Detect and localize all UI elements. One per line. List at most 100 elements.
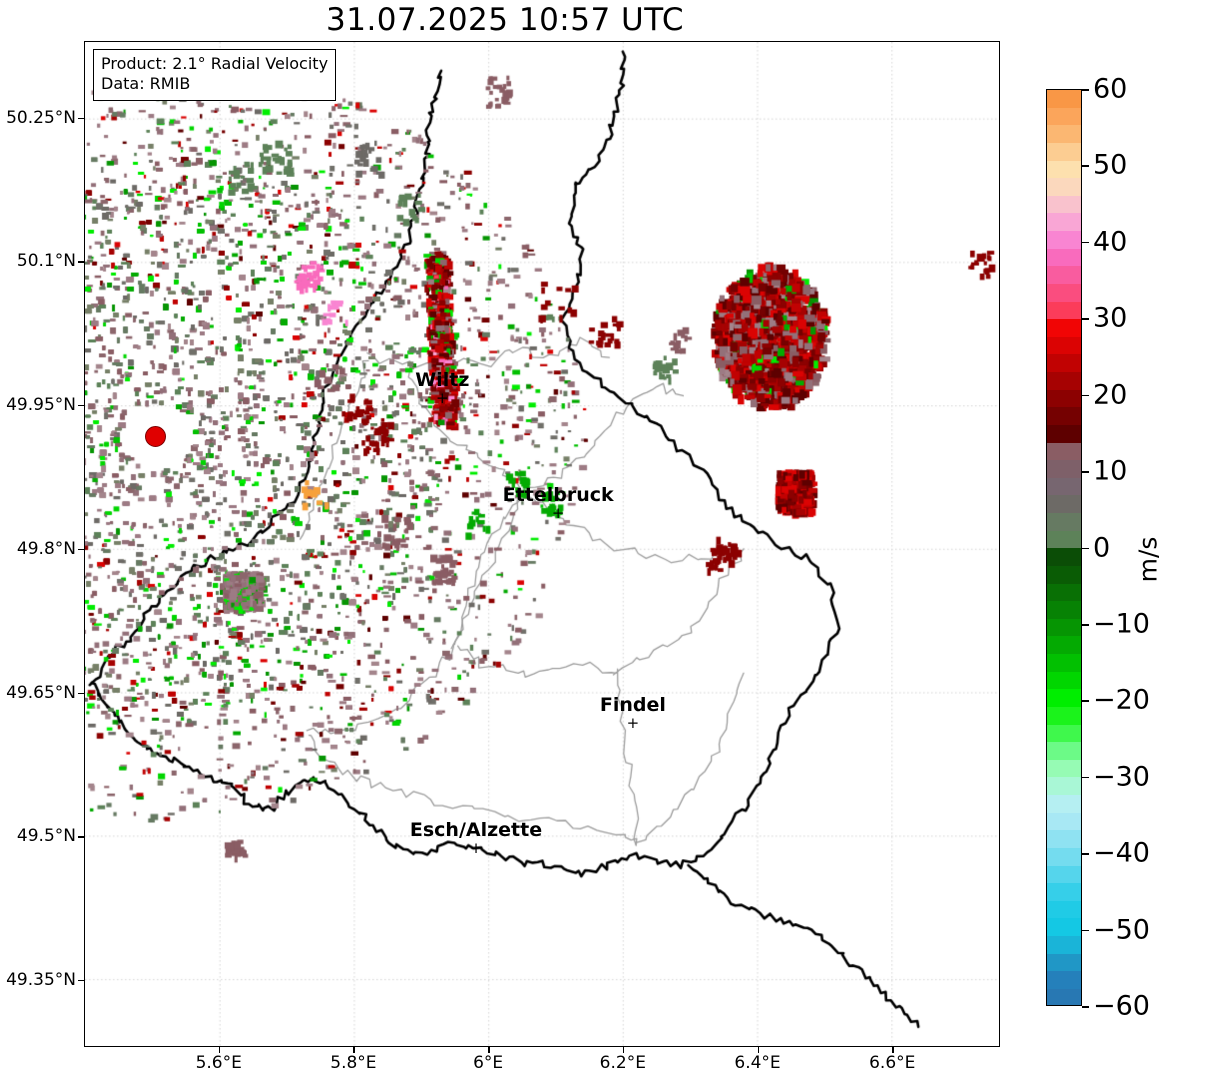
colorbar-band <box>1047 372 1081 390</box>
colorbar-band <box>1047 301 1081 320</box>
colorbar-band <box>1047 513 1081 531</box>
colorbar-band <box>1047 142 1081 161</box>
data-source-line: Data: RMIB <box>101 74 191 94</box>
x-axis-tick-label: 5.8°E <box>330 1053 377 1073</box>
y-axis-tick-label: 49.8°N <box>16 538 76 559</box>
colorbar-band <box>1047 706 1081 725</box>
colorbar-band <box>1047 795 1081 813</box>
colorbar-band <box>1047 830 1081 848</box>
product-info-box: Product: 2.1° Radial Velocity Data: RMIB <box>93 49 337 101</box>
colorbar-tick-label: −30 <box>1093 761 1150 793</box>
colorbar-tick-label: 60 <box>1093 73 1128 105</box>
y-axis-tick-label: 49.35°N <box>6 969 76 990</box>
colorbar-tick-mark <box>1082 929 1089 932</box>
y-axis-tick-mark <box>78 405 84 407</box>
colorbar-band <box>1047 565 1081 584</box>
colorbar-tick-mark <box>1082 623 1089 626</box>
colorbar-tick-mark <box>1082 89 1089 91</box>
x-axis-tick-mark <box>622 1047 625 1053</box>
colorbar-band <box>1047 442 1081 461</box>
colorbar-band <box>1047 671 1081 690</box>
colorbar-band <box>1047 777 1081 795</box>
colorbar-band <box>1047 407 1081 425</box>
colorbar-tick-mark <box>1082 776 1089 779</box>
y-axis-tick-mark <box>78 117 84 120</box>
colorbar[interactable] <box>1046 89 1082 1006</box>
x-axis-tick-mark <box>757 1047 759 1053</box>
colorbar-band <box>1047 266 1081 284</box>
map-plot-area[interactable] <box>84 41 1000 1047</box>
colorbar-tick-label: 30 <box>1093 302 1128 334</box>
colorbar-tick-label: −10 <box>1093 608 1150 640</box>
colorbar-tick-label: 0 <box>1093 532 1111 563</box>
colorbar-band <box>1047 812 1081 831</box>
colorbar-band <box>1047 936 1081 954</box>
colorbar-tick-mark <box>1082 1006 1089 1008</box>
x-axis-tick-label: 6.2°E <box>599 1053 646 1073</box>
colorbar-band <box>1047 178 1081 196</box>
y-axis-tick-label: 49.5°N <box>16 826 76 847</box>
colorbar-tick-label: 40 <box>1093 226 1128 258</box>
colorbar-unit-label: m/s <box>1133 536 1163 583</box>
colorbar-band <box>1047 689 1081 707</box>
colorbar-tick-mark <box>1082 471 1089 473</box>
product-line: Product: 2.1° Radial Velocity <box>101 54 329 73</box>
colorbar-tick-label: −50 <box>1093 914 1150 946</box>
y-axis-tick-label: 49.95°N <box>6 395 76 416</box>
colorbar-band <box>1047 636 1081 654</box>
colorbar-band <box>1047 601 1081 619</box>
colorbar-band <box>1047 530 1081 549</box>
colorbar-band <box>1047 900 1081 919</box>
colorbar-tick-mark <box>1082 394 1089 397</box>
colorbar-band <box>1047 618 1081 637</box>
page-title: 31.07.2025 10:57 UTC <box>326 2 684 38</box>
colorbar-band <box>1047 231 1081 249</box>
colorbar-band <box>1047 847 1081 866</box>
colorbar-band <box>1047 389 1081 408</box>
colorbar-band <box>1047 495 1081 513</box>
colorbar-tick-mark <box>1082 853 1089 855</box>
colorbar-band <box>1047 125 1081 143</box>
colorbar-tick-mark <box>1082 241 1089 244</box>
colorbar-band <box>1047 742 1081 760</box>
colorbar-tick-label: 10 <box>1093 455 1128 487</box>
colorbar-band <box>1047 883 1081 901</box>
colorbar-tick-label: −60 <box>1093 990 1150 1022</box>
colorbar-band <box>1047 195 1081 214</box>
radar-map-canvas <box>85 42 999 1046</box>
colorbar-band <box>1047 283 1081 302</box>
colorbar-band <box>1047 548 1081 566</box>
y-axis-tick-mark <box>78 836 84 838</box>
colorbar-band <box>1047 160 1081 179</box>
x-axis-tick-mark <box>892 1047 894 1053</box>
x-axis-tick-label: 6°E <box>473 1053 504 1073</box>
colorbar-tick-label: −40 <box>1093 837 1150 869</box>
x-axis-tick-mark <box>353 1047 355 1053</box>
y-axis-tick-label: 50.25°N <box>6 107 76 128</box>
colorbar-band <box>1047 759 1081 778</box>
colorbar-tick-mark <box>1082 318 1089 320</box>
colorbar-band <box>1047 918 1081 936</box>
colorbar-tick-label: 20 <box>1093 379 1128 411</box>
y-axis-tick-mark <box>78 548 84 551</box>
colorbar-band <box>1047 248 1081 267</box>
x-axis-tick-label: 6.6°E <box>869 1053 916 1073</box>
colorbar-band <box>1047 90 1081 108</box>
colorbar-tick-mark <box>1082 700 1089 702</box>
colorbar-band <box>1047 107 1081 126</box>
x-axis-tick-mark <box>218 1047 221 1053</box>
y-axis-tick-mark <box>78 261 84 263</box>
radar-site-marker-icon <box>145 426 167 448</box>
colorbar-tick-mark <box>1082 547 1089 550</box>
colorbar-band <box>1047 319 1081 337</box>
colorbar-band <box>1047 460 1081 478</box>
y-axis-tick-mark <box>78 692 84 694</box>
y-axis-tick-label: 50.1°N <box>16 251 76 272</box>
y-axis-tick-mark <box>78 979 84 982</box>
x-axis-tick-label: 5.6°E <box>195 1053 242 1073</box>
colorbar-band <box>1047 336 1081 355</box>
colorbar-tick-mark <box>1082 165 1089 167</box>
colorbar-band <box>1047 354 1081 372</box>
colorbar-band <box>1047 477 1081 496</box>
